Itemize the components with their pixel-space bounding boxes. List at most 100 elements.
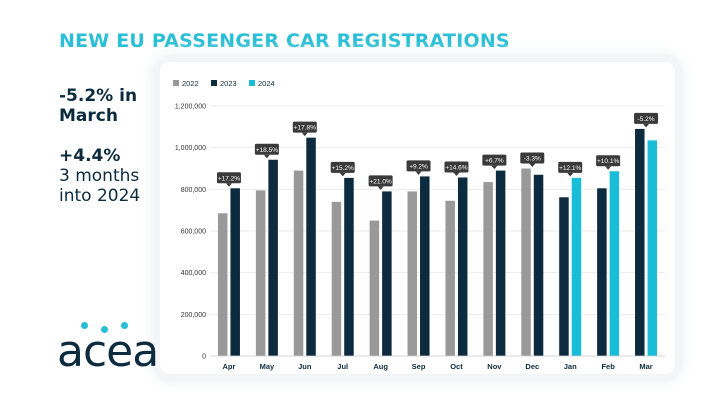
ytd-change-value: +4.4% xyxy=(59,146,121,166)
x-category-label: Dec xyxy=(525,362,539,371)
growth-annotation-label: +12.1% xyxy=(559,165,581,172)
growth-annotation-pointer xyxy=(377,186,384,190)
legend-swatch xyxy=(211,80,217,86)
x-category-label: Sep xyxy=(412,362,426,371)
legend-label: 2022 xyxy=(182,79,199,88)
growth-annotation-box xyxy=(216,172,241,184)
chart-panel: 0 200,000 400,000 600,000 800,000 1,000,000 1,… xyxy=(160,62,675,374)
logo-accent-dot xyxy=(121,322,128,329)
x-category-label: Jul xyxy=(337,362,348,371)
growth-annotation-pointer xyxy=(415,171,422,175)
y-tick-label: 0 xyxy=(202,354,206,361)
bar-2023 xyxy=(559,197,569,356)
x-category-label: Feb xyxy=(601,362,615,371)
bar-2023 xyxy=(597,188,607,356)
march-change-suffix: in xyxy=(113,86,138,106)
growth-annotation-label: +15.2% xyxy=(332,165,354,172)
y-tick-label: 1,000,000 xyxy=(175,145,206,152)
growth-annotation-box xyxy=(634,112,659,124)
growth-annotation-label: -3.3% xyxy=(524,156,541,163)
growth-annotation-box xyxy=(330,161,355,173)
growth-annotation-pointer xyxy=(605,166,612,170)
growth-annotation-label: +17.8% xyxy=(294,125,316,132)
growth-annotation-box xyxy=(292,121,317,133)
bar-2023 xyxy=(533,174,544,356)
bar-2024 xyxy=(609,171,620,356)
legend-label: 2024 xyxy=(258,79,275,88)
growth-annotation-box xyxy=(444,161,469,173)
y-tick-label: 1,200,000 xyxy=(175,104,206,111)
bar-2023 xyxy=(495,170,506,356)
growth-annotation-box xyxy=(558,161,583,173)
bar-2023 xyxy=(457,177,468,356)
growth-annotation-box xyxy=(368,175,393,187)
bar-2023 xyxy=(306,137,316,356)
march-change-label: March xyxy=(59,106,118,126)
bar-2024 xyxy=(647,140,658,356)
growth-annotation-label: +10.1% xyxy=(597,158,619,165)
growth-annotation-pointer xyxy=(225,183,232,187)
x-category-label: Mar xyxy=(639,362,652,371)
y-tick-label: 600,000 xyxy=(181,229,206,236)
growth-annotation-pointer xyxy=(301,132,308,137)
bar-2022 xyxy=(483,182,493,356)
growth-annotation-pointer xyxy=(263,154,270,159)
bar-2022 xyxy=(255,190,266,356)
growth-annotation-box xyxy=(520,152,545,164)
y-tick-label: 400,000 xyxy=(181,270,206,277)
growth-annotation-box xyxy=(482,154,507,166)
bar-2023 xyxy=(420,176,430,356)
growth-annotation-pointer xyxy=(567,172,574,177)
bar-2022 xyxy=(521,168,531,356)
growth-annotation-box xyxy=(596,155,621,167)
growth-annotation-pointer xyxy=(453,172,460,176)
x-category-label: Jun xyxy=(298,362,312,371)
legend-swatch xyxy=(173,80,179,86)
bar-2022 xyxy=(331,201,342,356)
bar-2022 xyxy=(445,200,455,356)
y-tick-label: 800,000 xyxy=(181,187,206,194)
legend-label: 2023 xyxy=(220,79,237,88)
bar-2024 xyxy=(571,177,582,356)
x-category-label: Jan xyxy=(564,362,577,371)
growth-annotation-box xyxy=(254,143,279,155)
bar-2022 xyxy=(217,213,228,356)
bar-2023 xyxy=(230,188,240,356)
bar-2023 xyxy=(344,177,354,356)
growth-annotation-pointer xyxy=(339,172,346,177)
growth-annotation-label: -5.2% xyxy=(638,116,655,123)
x-category-label: Apr xyxy=(222,362,235,371)
x-category-label: Oct xyxy=(450,362,463,371)
growth-annotation-label: +9.2% xyxy=(409,163,428,170)
bar-2023 xyxy=(382,191,392,356)
growth-annotation-box xyxy=(406,160,431,172)
growth-annotation-label: +18.5% xyxy=(256,147,278,154)
acea-logo: acea xyxy=(57,322,159,374)
ytd-change-line1: 3 months xyxy=(59,166,140,186)
bar-2022 xyxy=(407,191,418,356)
logo-accent-dot xyxy=(101,326,108,333)
ytd-change-line2: into 2024 xyxy=(59,186,141,206)
x-category-label: May xyxy=(260,362,275,371)
growth-annotation-label: +17.2% xyxy=(218,175,240,182)
bar-2023 xyxy=(268,159,278,356)
x-category-label: Aug xyxy=(373,362,388,371)
legend-swatch xyxy=(249,80,255,86)
growth-annotation-pointer xyxy=(529,163,536,167)
ytd-change-stat: +4.4% 3 months into 2024 xyxy=(59,146,140,206)
bar-2023 xyxy=(635,128,645,356)
growth-annotation-label: +14.6% xyxy=(445,164,467,171)
growth-annotation-pointer xyxy=(491,165,498,170)
growth-annotation-pointer xyxy=(643,123,650,128)
growth-annotation-label: +6.7% xyxy=(485,158,504,165)
y-tick-label: 200,000 xyxy=(181,312,206,319)
growth-annotation-label: +21.0% xyxy=(370,178,392,185)
bar-2022 xyxy=(369,220,380,356)
bar-2022 xyxy=(293,170,304,356)
march-change-value: -5.2% xyxy=(59,86,114,106)
logo-accent-dot xyxy=(81,322,88,329)
chart-title: NEW EU PASSENGER CAR REGISTRATIONS xyxy=(59,30,510,52)
bar-chart: 0 200,000 400,000 600,000 800,000 1,000,000 1,… xyxy=(173,79,665,371)
march-change-stat: -5.2% in March xyxy=(59,86,137,126)
x-category-label: Nov xyxy=(487,362,502,371)
